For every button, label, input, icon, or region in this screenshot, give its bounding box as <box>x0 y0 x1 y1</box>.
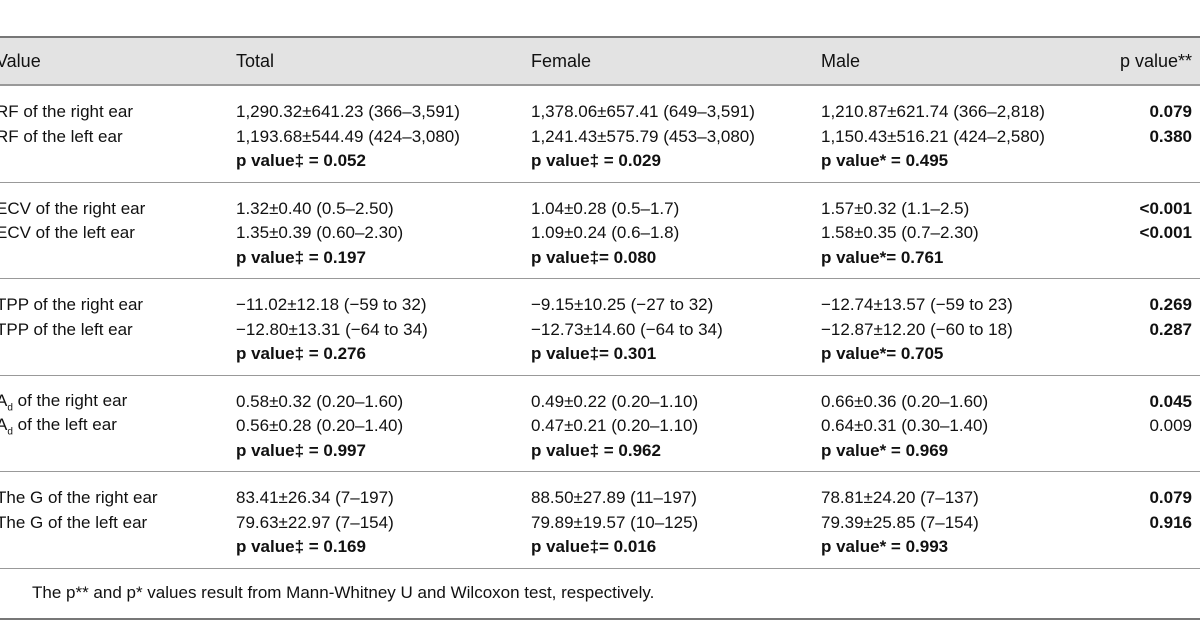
header-value: Value <box>0 50 41 71</box>
table-row: ECV of the left ear 1.35±0.39 (0.60–2.30)… <box>0 221 1200 246</box>
group-p-value-male: p value* = 0.495 <box>821 151 949 171</box>
cell-male: 1.58±0.35 (0.7–2.30) <box>821 223 979 243</box>
group-p-value-total: p value‡ = 0.197 <box>236 247 366 267</box>
cell-female: 1,378.06±657.41 (649–3,591) <box>531 102 755 122</box>
row-label: ECV of the right ear <box>0 198 146 218</box>
cell-male: −12.74±13.57 (−59 to 23) <box>821 295 1013 315</box>
row-label: The G of the right ear <box>0 488 158 508</box>
top-rule <box>0 36 1200 38</box>
cell-female: −12.73±14.60 (−64 to 34) <box>531 319 723 339</box>
cell-p-value: 0.916 <box>1149 512 1192 532</box>
row-label: ECV of the left ear <box>0 223 135 243</box>
cell-total: 79.63±22.97 (7–154) <box>236 512 394 532</box>
table-row: RF of the left ear 1,193.68±544.49 (424–3… <box>0 125 1200 150</box>
header-p-value: p value** <box>1119 50 1192 71</box>
cell-p-value: 0.079 <box>1149 488 1192 508</box>
group-p-value-male: p value*= 0.761 <box>821 247 944 267</box>
cell-total: −11.02±12.18 (−59 to 32) <box>236 295 427 315</box>
group-p-value-total: p value‡ = 0.169 <box>236 537 366 557</box>
row-label: RF of the right ear <box>0 102 134 122</box>
cell-total: 0.58±0.32 (0.20–1.60) <box>236 391 404 411</box>
cell-total: 1,193.68±544.49 (424–3,080) <box>236 126 460 146</box>
row-label: The G of the left ear <box>0 512 148 532</box>
cell-female: 0.49±0.22 (0.20–1.10) <box>531 391 699 411</box>
cell-female: −9.15±10.25 (−27 to 32) <box>531 295 714 315</box>
cell-male: 79.39±25.85 (7–154) <box>821 512 979 532</box>
cell-male: 1,210.87±621.74 (366–2,818) <box>821 102 1045 122</box>
table-group: TPP of the right ear −11.02±12.18 (−59 to… <box>0 279 1200 376</box>
cell-total: 0.56±0.28 (0.20–1.40) <box>236 416 404 436</box>
group-p-value-female: p value‡ = 0.962 <box>531 440 661 460</box>
row-label: RF of the left ear <box>0 126 123 146</box>
row-label: Ad of the left ear <box>0 415 117 438</box>
cell-male: 0.64±0.31 (0.30–1.40) <box>821 416 989 436</box>
group-p-value-total: p value‡ = 0.052 <box>236 151 366 171</box>
table-body: RF of the right ear 1,290.32±641.23 (366–… <box>0 86 1200 569</box>
group-p-value-male: p value*= 0.705 <box>821 344 944 364</box>
table-group: ECV of the right ear 1.32±0.40 (0.5–2.50)… <box>0 183 1200 279</box>
group-p-value-female: p value‡ = 0.029 <box>531 151 661 171</box>
cell-female: 1.04±0.28 (0.5–1.7) <box>531 198 680 218</box>
cell-p-value: <0.001 <box>1139 198 1192 218</box>
group-p-value-female: p value‡= 0.016 <box>531 537 657 557</box>
footnote: The p** and p* values result from Mann-W… <box>0 569 1200 620</box>
group-p-value-female: p value‡= 0.080 <box>531 247 657 267</box>
header-male: Male <box>821 50 861 71</box>
table-row: TPP of the left ear −12.80±13.31 (−64 to … <box>0 318 1200 343</box>
cell-total: −12.80±13.31 (−64 to 34) <box>236 319 428 339</box>
cell-p-value: 0.045 <box>1149 391 1192 411</box>
row-label: Ad of the right ear <box>0 390 128 413</box>
group-p-values-row: p value‡ = 0.169 p value‡= 0.016 p value* … <box>0 535 1200 560</box>
table-row: The G of the right ear 83.41±26.34 (7–197… <box>0 486 1200 511</box>
group-p-values-row: p value‡ = 0.997 p value‡ = 0.962 p value*… <box>0 439 1200 464</box>
table-row: RF of the right ear 1,290.32±641.23 (366–… <box>0 100 1200 125</box>
cell-total: 1.35±0.39 (0.60–2.30) <box>236 223 404 243</box>
row-label: TPP of the left ear <box>0 319 133 339</box>
group-p-values-row: p value‡ = 0.197 p value‡= 0.080 p value*=… <box>0 246 1200 271</box>
cell-p-value: 0.009 <box>1149 416 1192 436</box>
group-p-value-male: p value* = 0.969 <box>821 440 949 460</box>
cell-total: 1,290.32±641.23 (366–3,591) <box>236 102 460 122</box>
table-row: Ad of the left ear 0.56±0.28 (0.20–1.40) 0… <box>0 414 1200 439</box>
cell-p-value: 0.380 <box>1149 126 1192 146</box>
table-row: The G of the left ear 79.63±22.97 (7–154)… <box>0 511 1200 536</box>
header-female: Female <box>531 50 592 71</box>
cell-male: 78.81±24.20 (7–137) <box>821 488 979 508</box>
group-p-value-female: p value‡= 0.301 <box>531 344 657 364</box>
group-p-values-row: p value‡ = 0.052 p value‡ = 0.029 p value*… <box>0 149 1200 174</box>
table-group: Ad of the right ear 0.58±0.32 (0.20–1.60)… <box>0 376 1200 472</box>
cell-female: 1.09±0.24 (0.6–1.8) <box>531 223 680 243</box>
group-p-values-row: p value‡ = 0.276 p value‡= 0.301 p value*=… <box>0 342 1200 367</box>
table-group: RF of the right ear 1,290.32±641.23 (366–… <box>0 86 1200 183</box>
cell-male: −12.87±12.20 (−60 to 18) <box>821 319 1013 339</box>
cell-female: 79.89±19.57 (10–125) <box>531 512 699 532</box>
data-table: Value Total Female Male p value** RF of … <box>0 36 1200 620</box>
cell-p-value: <0.001 <box>1139 223 1192 243</box>
row-label: TPP of the right ear <box>0 295 144 315</box>
cell-male: 1,150.43±516.21 (424–2,580) <box>821 126 1045 146</box>
cell-p-value: 0.287 <box>1149 319 1192 339</box>
cell-p-value: 0.079 <box>1149 102 1192 122</box>
group-p-value-male: p value* = 0.993 <box>821 537 949 557</box>
header-total: Total <box>236 50 275 71</box>
cell-female: 0.47±0.21 (0.20–1.10) <box>531 416 699 436</box>
table-row: Ad of the right ear 0.58±0.32 (0.20–1.60)… <box>0 390 1200 415</box>
cell-male: 1.57±0.32 (1.1–2.5) <box>821 198 970 218</box>
cell-p-value: 0.269 <box>1149 295 1192 315</box>
cell-female: 88.50±27.89 (11–197) <box>531 488 697 508</box>
table-header: Value Total Female Male p value** <box>0 38 1200 86</box>
cell-total: 1.32±0.40 (0.5–2.50) <box>236 198 394 218</box>
table-row: ECV of the right ear 1.32±0.40 (0.5–2.50)… <box>0 197 1200 222</box>
cell-male: 0.66±0.36 (0.20–1.60) <box>821 391 989 411</box>
group-p-value-total: p value‡ = 0.997 <box>236 440 366 460</box>
table-group: The G of the right ear 83.41±26.34 (7–197… <box>0 472 1200 569</box>
cell-total: 83.41±26.34 (7–197) <box>236 488 394 508</box>
table-row: TPP of the right ear −11.02±12.18 (−59 to… <box>0 293 1200 318</box>
cell-female: 1,241.43±575.79 (453–3,080) <box>531 126 755 146</box>
group-p-value-total: p value‡ = 0.276 <box>236 344 366 364</box>
